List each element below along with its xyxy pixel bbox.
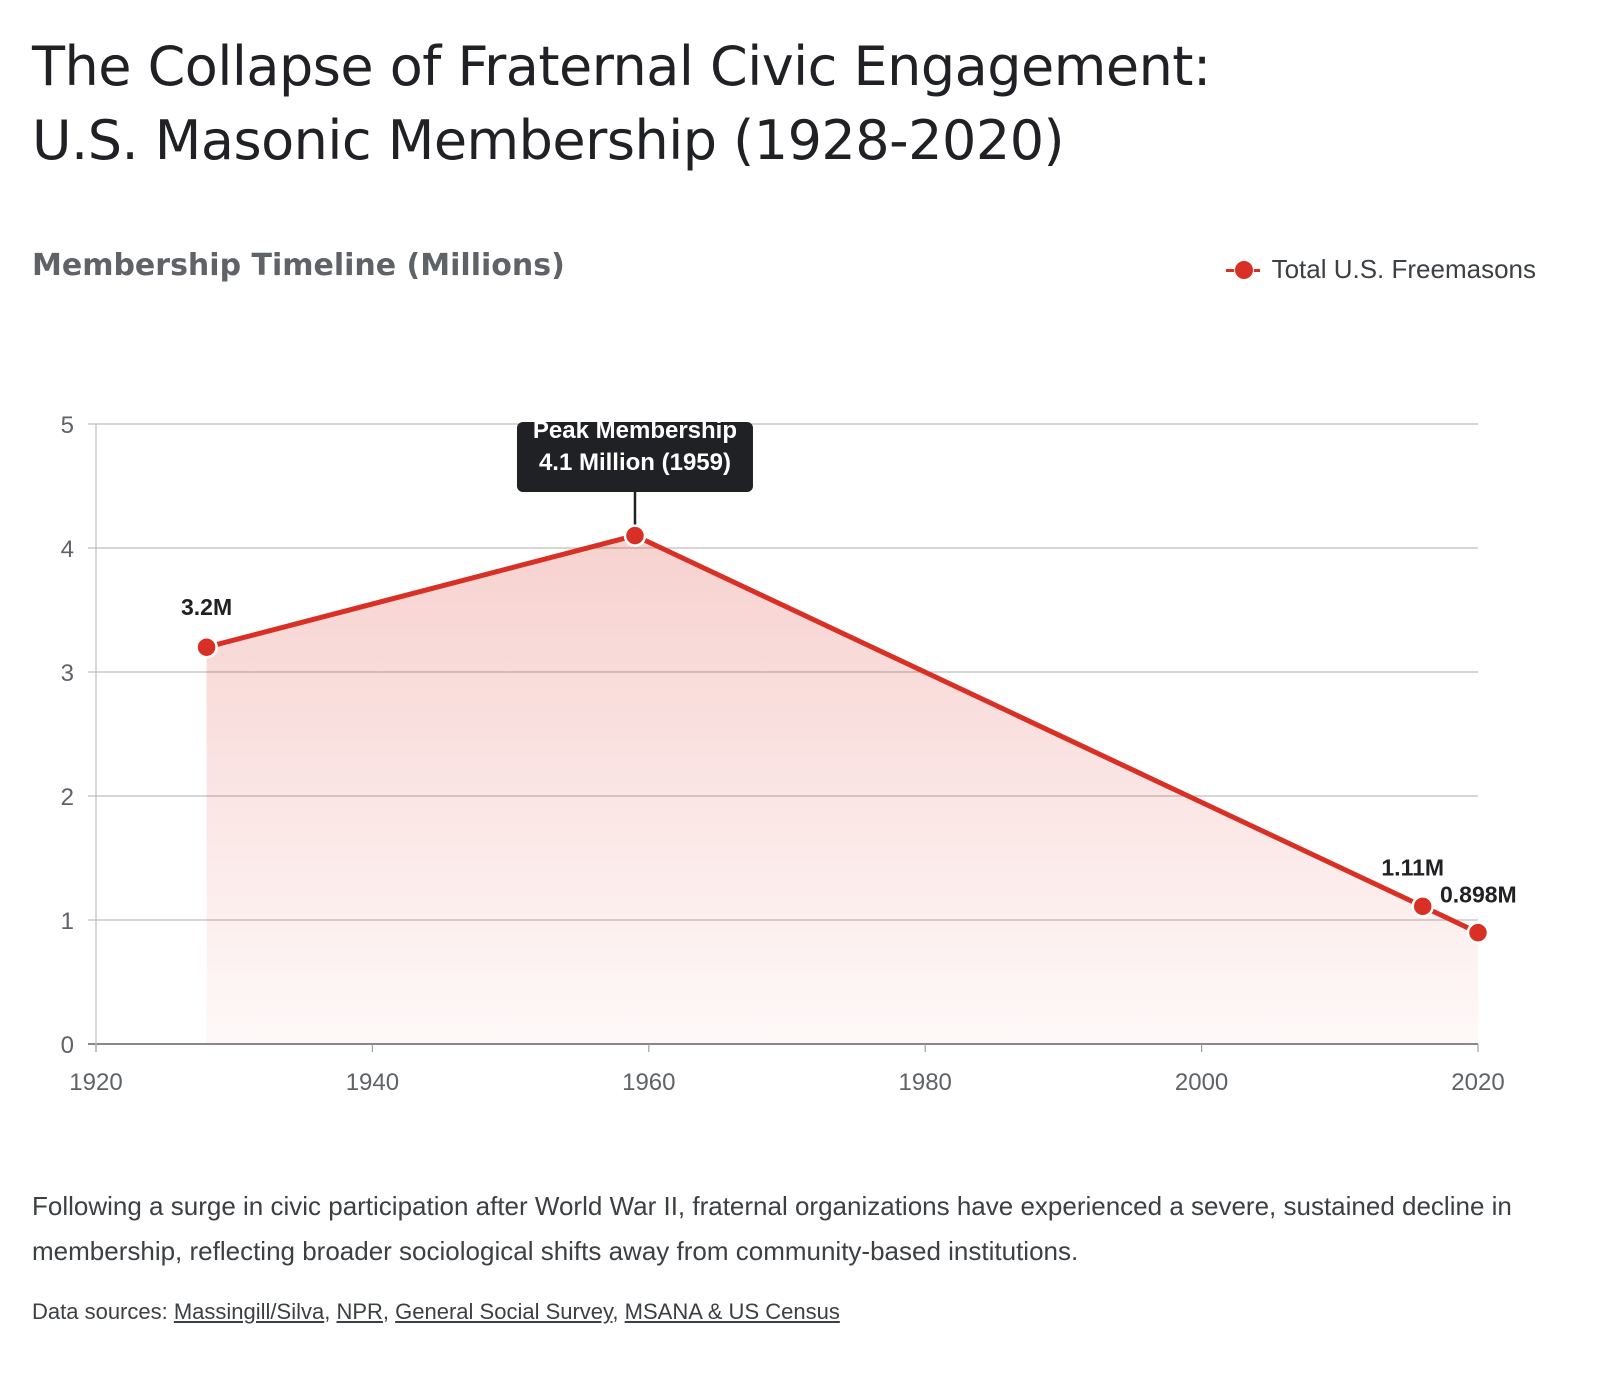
title-line-1: The Collapse of Fraternal Civic Engageme… — [32, 35, 1211, 98]
title-line-2: U.S. Masonic Membership (1928-2020) — [32, 109, 1065, 172]
x-tick-label: 1920 — [69, 1069, 122, 1096]
legend-marker-icon — [1225, 259, 1260, 280]
x-tick-label: 1940 — [346, 1069, 399, 1096]
x-tick-label: 2000 — [1175, 1069, 1228, 1096]
x-tick-label: 2020 — [1451, 1069, 1504, 1096]
x-tick-label: 1960 — [622, 1069, 675, 1096]
y-tick-label: 0 — [61, 1032, 74, 1059]
data-point-2016 — [1411, 895, 1434, 918]
annotation-box — [516, 422, 753, 492]
y-tick-label: 4 — [61, 536, 74, 563]
series-line — [205, 533, 1480, 935]
membership-line-chart: 0 1 2 3 4 5 1920 1940 1960 1980 2000 2020 Peak Mem… — [61, 412, 1517, 1096]
series-points — [195, 524, 1490, 944]
legend-label: Total U.S. Freemasons — [1271, 254, 1536, 284]
chart-title: Membership Timeline (Millions) — [32, 248, 565, 283]
series-area-fill — [206, 535, 1478, 1044]
y-axis-ticks: 0 1 2 3 4 5 — [61, 412, 74, 1059]
sources-prefix: Data sources: — [32, 1299, 174, 1324]
source-link-msana-census[interactable]: MSANA & US Census — [624, 1299, 840, 1324]
source-link-massingill-silva[interactable]: Massingill/Silva — [173, 1299, 325, 1324]
x-axis-ticks: 1920 1940 1960 1980 2000 2020 — [69, 1044, 1505, 1096]
data-label-1928: 3.2M — [181, 594, 232, 620]
data-label-2016: 1.11M — [1381, 854, 1444, 880]
y-tick-label: 1 — [61, 908, 74, 935]
x-tick-label: 1980 — [899, 1069, 952, 1096]
y-tick-label: 2 — [61, 784, 74, 811]
y-tick-label: 3 — [61, 660, 74, 687]
data-sources: Data sources: Massingill/Silva, NPR, Gen… — [32, 1299, 840, 1324]
chart-legend: Total U.S. Freemasons — [1225, 254, 1536, 285]
annotation-line-1: Peak Membership — [533, 417, 737, 444]
chart-caption: Following a surge in civic participation… — [32, 1191, 1512, 1266]
data-point-1959 — [623, 524, 647, 547]
page-title: The Collapse of Fraternal Civic Engageme… — [32, 30, 1532, 178]
y-tick-label: 5 — [61, 412, 74, 439]
data-point-2020 — [1466, 921, 1490, 944]
data-point-1928 — [195, 635, 218, 659]
source-link-general-social-survey[interactable]: General Social Survey — [395, 1299, 613, 1324]
peak-annotation: Peak Membership 4.1 Million (1959) — [516, 417, 753, 528]
annotation-line-2: 4.1 Million (1959) — [539, 449, 731, 476]
data-label-2020: 0.898M — [1440, 882, 1517, 908]
source-link-npr[interactable]: NPR — [336, 1299, 383, 1324]
